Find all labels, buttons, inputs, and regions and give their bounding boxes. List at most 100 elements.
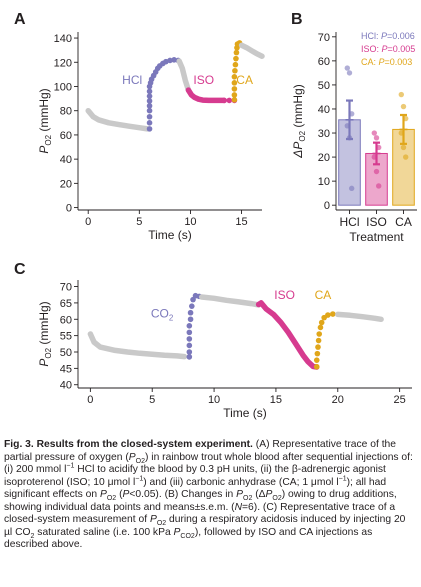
panel-a-y-tick-label: 100: [54, 81, 72, 93]
panel-a-point-ca: [231, 92, 238, 98]
panel-b-legend-entry-hcl: HCl: P=0.006: [361, 31, 415, 41]
panel-c-x-tick-label: 5: [149, 394, 155, 406]
caption-subscript: O2: [156, 520, 167, 528]
panel-a-point-iso: [226, 97, 233, 104]
panel-c-point-ca: [330, 311, 336, 317]
panel-a-y-tick-label: 20: [60, 178, 72, 190]
panel-b-point-ca: [398, 91, 404, 98]
panel-c-trace-iso: [255, 300, 320, 370]
panel-c-x-tick-label: 10: [208, 394, 220, 406]
caption-title: Fig. 3. Results from the closed-system e…: [4, 439, 253, 450]
panel-a-point-hcl: [146, 107, 153, 114]
panel-a-point-hcl: [146, 93, 153, 99]
panel-c-point-ca: [325, 312, 331, 318]
caption-text-run: (A) Representative trace of the partial …: [4, 439, 397, 463]
caption-italic-symbol: P: [236, 489, 243, 501]
panel-label-b: B: [291, 11, 303, 28]
panel-b-point-hcl: [349, 111, 355, 117]
caption-text-run: ); all had significant effects on: [4, 476, 387, 501]
panel-c-point-hcl: [186, 323, 193, 329]
caption-text-run: during a respiratory acidosis induced by…: [4, 514, 406, 538]
panel-b-point-iso: [376, 144, 382, 151]
panel-b-x-axis-label: Treatment: [349, 230, 404, 244]
panel-b-category-label-iso: ISO: [366, 215, 387, 229]
panel-a-point-hcl: [146, 126, 153, 132]
panel-b-y-tick-label: 0: [324, 200, 330, 212]
panel-c-point-ca: [315, 337, 322, 344]
panel-b-y-tick-label: 10: [318, 176, 330, 188]
panel-b-point-hcl: [349, 185, 355, 192]
panel-c-trace-base: [198, 294, 262, 308]
caption-text-run: ) in rainbow trout whole blood after seq…: [4, 451, 413, 476]
panel-b-point-ca: [403, 115, 409, 122]
panel-c-y-tick-label: 55: [60, 331, 72, 343]
caption-superscript: −1: [66, 462, 75, 470]
panel-c-point-ca: [314, 350, 321, 357]
panel-c-y-tick-label: 70: [60, 282, 72, 294]
panel-b-y-tick-label: 70: [318, 32, 330, 44]
panel-a-point-ca: [233, 49, 240, 56]
caption-text-run: ) owing to drug additions, showing indiv…: [4, 489, 397, 513]
panel-b-y-axis-label: ΔPO2 (mmHg): [291, 84, 307, 158]
panel-c-trace-base: [335, 311, 384, 323]
panel-a-annotation-hcl: HCl: [122, 73, 142, 87]
panel-a-point-hcl: [167, 57, 173, 64]
panel-a-trace-chart: 0 20 40 60 80 100 120 140 0 5 10 15 Time (s) PO2 (mmH…: [37, 32, 265, 242]
panel-a-x-tick-label: 15: [235, 216, 247, 228]
panel-b-point-hcl: [344, 123, 350, 129]
caption-italic-symbol: P: [128, 451, 136, 463]
caption-superscript: −1: [338, 475, 347, 483]
panel-a-trace-base: [85, 107, 151, 132]
panel-c-y-tick-label: 65: [60, 298, 72, 310]
panel-b-y-tick-label: 50: [318, 80, 330, 92]
panel-b-point-ca: [400, 144, 407, 151]
caption-text-run: (: [116, 489, 123, 501]
panel-a-trace-base: [176, 58, 192, 93]
caption-text-run: =6). (C) Representative trace of a close…: [4, 501, 396, 526]
panel-c-point-ca: [315, 344, 321, 350]
panel-a-point-hcl: [146, 120, 153, 126]
panel-a-y-tick-label: 120: [54, 57, 72, 69]
panel-b-point-hcl: [346, 135, 353, 141]
panel-b-point-iso: [373, 168, 380, 175]
caption-subscript: O2: [272, 495, 282, 503]
panel-c-point-hcl: [186, 354, 193, 360]
panel-a-x-tick-label: 0: [85, 216, 91, 228]
caption-subscript: O2: [106, 495, 117, 503]
panel-a-x-tick-label: 10: [184, 216, 196, 228]
panel-b-point-ca: [400, 103, 407, 110]
panel-a-y-tick-label: 80: [60, 106, 72, 118]
caption-italic-symbol: P: [122, 489, 130, 501]
panel-c-point-hcl: [186, 342, 193, 349]
panel-c-point-ca: [317, 324, 324, 331]
panel-a-point-hcl: [146, 98, 153, 104]
panel-b-point-iso: [376, 183, 382, 189]
panel-a-y-tick-label: 40: [60, 154, 72, 166]
panel-c-point-hcl: [187, 316, 194, 323]
panel-a-point-ca: [232, 67, 238, 74]
panel-c-y-axis-label: PO2 (mmHg): [37, 301, 53, 366]
panel-c-x-tick-label: 25: [394, 394, 406, 406]
panel-b-point-iso: [373, 135, 380, 141]
panel-a-point-ca: [232, 61, 239, 68]
panel-a-point-ca: [231, 74, 238, 80]
panel-b-point-hcl: [346, 70, 353, 76]
panel-a-point-ca: [231, 86, 238, 92]
panel-a-point-iso: [221, 97, 227, 104]
caption-subscript: O2: [135, 457, 145, 465]
panel-b-point-ca: [398, 130, 404, 136]
panel-a-point-ca: [231, 97, 238, 103]
caption-subscript: 2: [30, 532, 35, 540]
panel-a-y-axis-label: PO2 (mmHg): [37, 88, 53, 153]
panel-c-x-tick-label: 0: [87, 394, 93, 406]
panel-a-trace-iso: [185, 87, 227, 104]
caption-text-run: (Δ: [252, 489, 266, 501]
panel-a-trace-base: [238, 42, 265, 59]
caption-superscript: −1: [135, 475, 144, 483]
figure-caption: Fig. 3. Results from the closed-system e…: [4, 439, 415, 552]
panel-a-annotation-iso: ISO: [193, 73, 214, 87]
panel-c-y-tick-label: 40: [60, 380, 72, 392]
caption-text-run: ) and (iii) carbonic anhydrase (CA; 1 μm…: [143, 476, 339, 488]
panel-c-point-ca: [318, 319, 325, 326]
panel-a-x-tick-label: 5: [136, 216, 142, 228]
